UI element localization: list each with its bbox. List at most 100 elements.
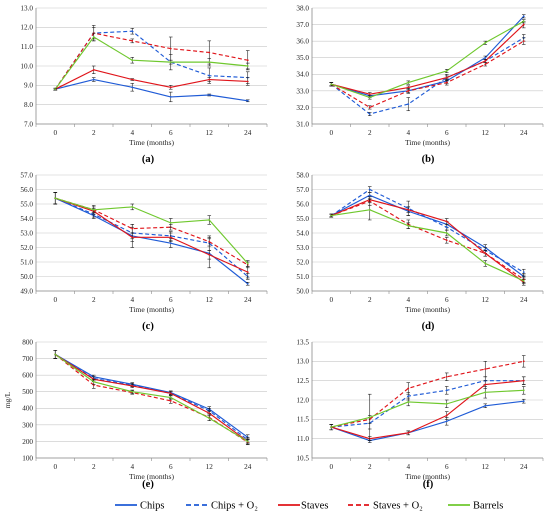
series-line: [331, 400, 524, 442]
y-tick-label: 38.0: [296, 4, 309, 12]
data-point: [445, 239, 448, 242]
series-line: [331, 20, 525, 99]
panel-label: (d): [422, 321, 435, 332]
data-point: [169, 396, 172, 399]
y-tick-label: 9.0: [24, 82, 33, 90]
y-tick-label: 50.0: [20, 273, 33, 281]
data-point: [522, 279, 525, 282]
x-tick-label: 24: [244, 296, 252, 304]
data-point: [407, 81, 410, 84]
x-tick-label: 24: [520, 463, 528, 471]
y-tick-label: 8.0: [24, 101, 33, 109]
data-point: [131, 206, 134, 208]
data-point: [131, 385, 134, 387]
x-tick-label: 12: [206, 296, 214, 304]
data-point: [131, 227, 134, 230]
y-tick-label: 31.0: [296, 120, 309, 128]
data-point: [208, 51, 211, 54]
data-point: [445, 402, 448, 405]
data-point: [330, 83, 333, 86]
panel-label: (b): [422, 154, 435, 165]
data-point: [169, 236, 172, 239]
y-tick-label: 33.0: [296, 87, 309, 95]
y-tick-label: 10.0: [20, 62, 33, 70]
data-point: [445, 375, 448, 378]
legend-item-barrels: Barrels: [448, 501, 503, 512]
x-tick-label: 2: [368, 296, 372, 304]
series-barrels: [329, 19, 526, 100]
data-point: [368, 106, 371, 109]
data-point: [407, 89, 410, 92]
x-tick-label: 24: [244, 129, 252, 137]
legend: Chips Chips + O₂ Staves Staves + O₂ Barrels: [115, 501, 503, 512]
x-tick-label: 12: [206, 463, 214, 471]
data-point: [92, 208, 95, 211]
y-tick-label: 100: [22, 454, 33, 462]
legend-label: Chips: [140, 501, 165, 512]
data-point: [169, 399, 172, 402]
x-tick-label: 12: [206, 129, 214, 137]
data-point: [484, 41, 487, 44]
series-line: [54, 353, 249, 443]
data-point: [445, 389, 448, 392]
series-staves: [53, 350, 250, 445]
series-chips_o2: [53, 27, 250, 91]
y-tick-label: 55.0: [20, 200, 33, 208]
y-tick-label: 32.0: [296, 104, 309, 112]
series-line: [331, 15, 525, 97]
data-point: [131, 30, 134, 33]
data-point: [54, 88, 57, 91]
series-line: [331, 209, 524, 282]
x-tick-label: 4: [130, 129, 134, 137]
y-tick-label: 13.5: [296, 338, 309, 346]
x-tick-label: 0: [53, 463, 57, 471]
data-point: [246, 59, 249, 62]
data-point: [246, 80, 249, 83]
series-staves: [53, 192, 250, 279]
y-tick-label: 34.0: [296, 71, 309, 79]
data-point: [208, 94, 211, 96]
series-chips: [53, 77, 250, 103]
y-tick-label: 55.0: [296, 215, 309, 223]
x-axis-label: Time (months): [405, 305, 451, 314]
y-tick-label: 37.0: [296, 21, 309, 29]
x-tick-label: 4: [406, 463, 410, 471]
data-point: [92, 78, 95, 81]
series-line: [55, 197, 249, 277]
x-tick-label: 0: [53, 296, 57, 304]
x-axis-label: Time (months): [129, 305, 175, 314]
y-tick-label: 50.0: [296, 287, 309, 295]
data-point: [484, 391, 487, 394]
data-point: [484, 404, 487, 407]
series-line: [330, 40, 525, 109]
data-point: [445, 220, 448, 223]
x-tick-label: 24: [520, 129, 528, 137]
data-point: [445, 232, 448, 234]
data-point: [522, 379, 525, 382]
data-point: [208, 412, 211, 415]
data-point: [445, 81, 448, 84]
data-point: [484, 262, 487, 265]
y-tick-label: 36.0: [296, 38, 309, 46]
series-line: [54, 36, 248, 90]
data-point: [445, 76, 448, 79]
series-chips: [329, 398, 526, 443]
data-point: [208, 78, 211, 81]
x-tick-label: 4: [406, 129, 410, 137]
data-point: [246, 99, 249, 102]
data-point: [368, 113, 371, 115]
data-point: [445, 70, 448, 72]
panel-label: (a): [142, 154, 155, 165]
data-point: [368, 93, 371, 96]
data-point: [522, 23, 525, 26]
x-tick-label: 2: [92, 463, 96, 471]
data-point: [368, 416, 371, 419]
data-point: [169, 61, 172, 64]
series-line: [331, 24, 525, 95]
y-tick-label: 35.0: [296, 54, 309, 62]
data-point: [445, 414, 448, 417]
data-point: [169, 47, 172, 50]
x-tick-label: 24: [244, 463, 252, 471]
data-point: [92, 384, 95, 386]
data-point: [484, 368, 487, 370]
